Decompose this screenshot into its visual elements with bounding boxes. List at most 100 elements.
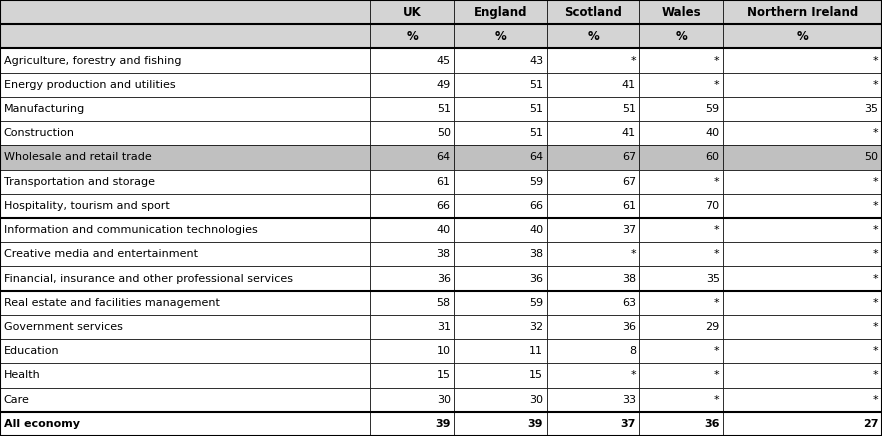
Text: 8: 8: [629, 346, 636, 356]
Bar: [0, 24, 370, 48]
Bar: [370, 73, 454, 97]
Bar: [370, 24, 454, 48]
Text: 58: 58: [437, 298, 451, 308]
Text: *: *: [631, 55, 636, 65]
Text: Real estate and facilities management: Real estate and facilities management: [4, 298, 220, 308]
Bar: [0, 266, 370, 291]
Bar: [370, 170, 454, 194]
Text: Agriculture, forestry and fishing: Agriculture, forestry and fishing: [4, 55, 181, 65]
Bar: [547, 339, 639, 363]
Text: *: *: [873, 249, 878, 259]
Bar: [0, 194, 370, 218]
Bar: [454, 315, 547, 339]
Text: 27: 27: [863, 419, 878, 429]
Text: 67: 67: [622, 177, 636, 187]
Text: *: *: [873, 80, 878, 90]
Bar: [454, 218, 547, 242]
Text: *: *: [873, 298, 878, 308]
Text: 38: 38: [622, 273, 636, 283]
Bar: [454, 388, 547, 412]
Text: Wales: Wales: [662, 6, 701, 19]
Bar: [370, 0, 454, 24]
Text: Care: Care: [4, 395, 29, 405]
Bar: [547, 194, 639, 218]
Text: *: *: [714, 225, 720, 235]
Bar: [723, 48, 882, 73]
Text: 32: 32: [529, 322, 543, 332]
Bar: [0, 121, 370, 145]
Text: 40: 40: [706, 128, 720, 138]
Bar: [723, 242, 882, 266]
Text: *: *: [714, 177, 720, 187]
Text: 64: 64: [437, 153, 451, 163]
Text: 29: 29: [706, 322, 720, 332]
Text: *: *: [873, 346, 878, 356]
Text: 31: 31: [437, 322, 451, 332]
Bar: [547, 315, 639, 339]
Bar: [0, 170, 370, 194]
Text: *: *: [714, 55, 720, 65]
Bar: [639, 145, 723, 170]
Text: %: %: [495, 30, 506, 43]
Text: Information and communication technologies: Information and communication technologi…: [4, 225, 258, 235]
Text: 39: 39: [435, 419, 451, 429]
Bar: [370, 315, 454, 339]
Text: 59: 59: [529, 298, 543, 308]
Bar: [547, 170, 639, 194]
Bar: [0, 97, 370, 121]
Bar: [639, 24, 723, 48]
Bar: [370, 121, 454, 145]
Text: *: *: [873, 128, 878, 138]
Text: *: *: [714, 80, 720, 90]
Bar: [454, 73, 547, 97]
Text: Northern Ireland: Northern Ireland: [747, 6, 858, 19]
Text: 36: 36: [529, 273, 543, 283]
Bar: [639, 363, 723, 388]
Text: 50: 50: [437, 128, 451, 138]
Bar: [0, 339, 370, 363]
Bar: [547, 388, 639, 412]
Bar: [639, 73, 723, 97]
Text: *: *: [714, 346, 720, 356]
Bar: [639, 266, 723, 291]
Bar: [639, 412, 723, 436]
Text: 30: 30: [437, 395, 451, 405]
Text: *: *: [714, 249, 720, 259]
Text: 40: 40: [437, 225, 451, 235]
Text: 66: 66: [529, 201, 543, 211]
Text: 43: 43: [529, 55, 543, 65]
Bar: [454, 266, 547, 291]
Text: %: %: [676, 30, 687, 43]
Bar: [723, 194, 882, 218]
Text: 37: 37: [622, 225, 636, 235]
Text: Manufacturing: Manufacturing: [4, 104, 85, 114]
Text: *: *: [873, 55, 878, 65]
Text: 51: 51: [622, 104, 636, 114]
Text: *: *: [714, 298, 720, 308]
Bar: [370, 339, 454, 363]
Bar: [0, 412, 370, 436]
Text: England: England: [474, 6, 527, 19]
Bar: [454, 412, 547, 436]
Bar: [547, 0, 639, 24]
Bar: [547, 363, 639, 388]
Bar: [547, 266, 639, 291]
Text: 39: 39: [527, 419, 543, 429]
Text: 33: 33: [622, 395, 636, 405]
Bar: [0, 0, 370, 24]
Text: 15: 15: [529, 371, 543, 381]
Bar: [454, 24, 547, 48]
Bar: [547, 242, 639, 266]
Text: %: %: [587, 30, 599, 43]
Text: 61: 61: [437, 177, 451, 187]
Bar: [547, 145, 639, 170]
Text: 38: 38: [437, 249, 451, 259]
Bar: [370, 194, 454, 218]
Bar: [0, 145, 370, 170]
Bar: [723, 145, 882, 170]
Bar: [723, 339, 882, 363]
Bar: [454, 291, 547, 315]
Bar: [547, 218, 639, 242]
Text: All economy: All economy: [4, 419, 79, 429]
Bar: [723, 412, 882, 436]
